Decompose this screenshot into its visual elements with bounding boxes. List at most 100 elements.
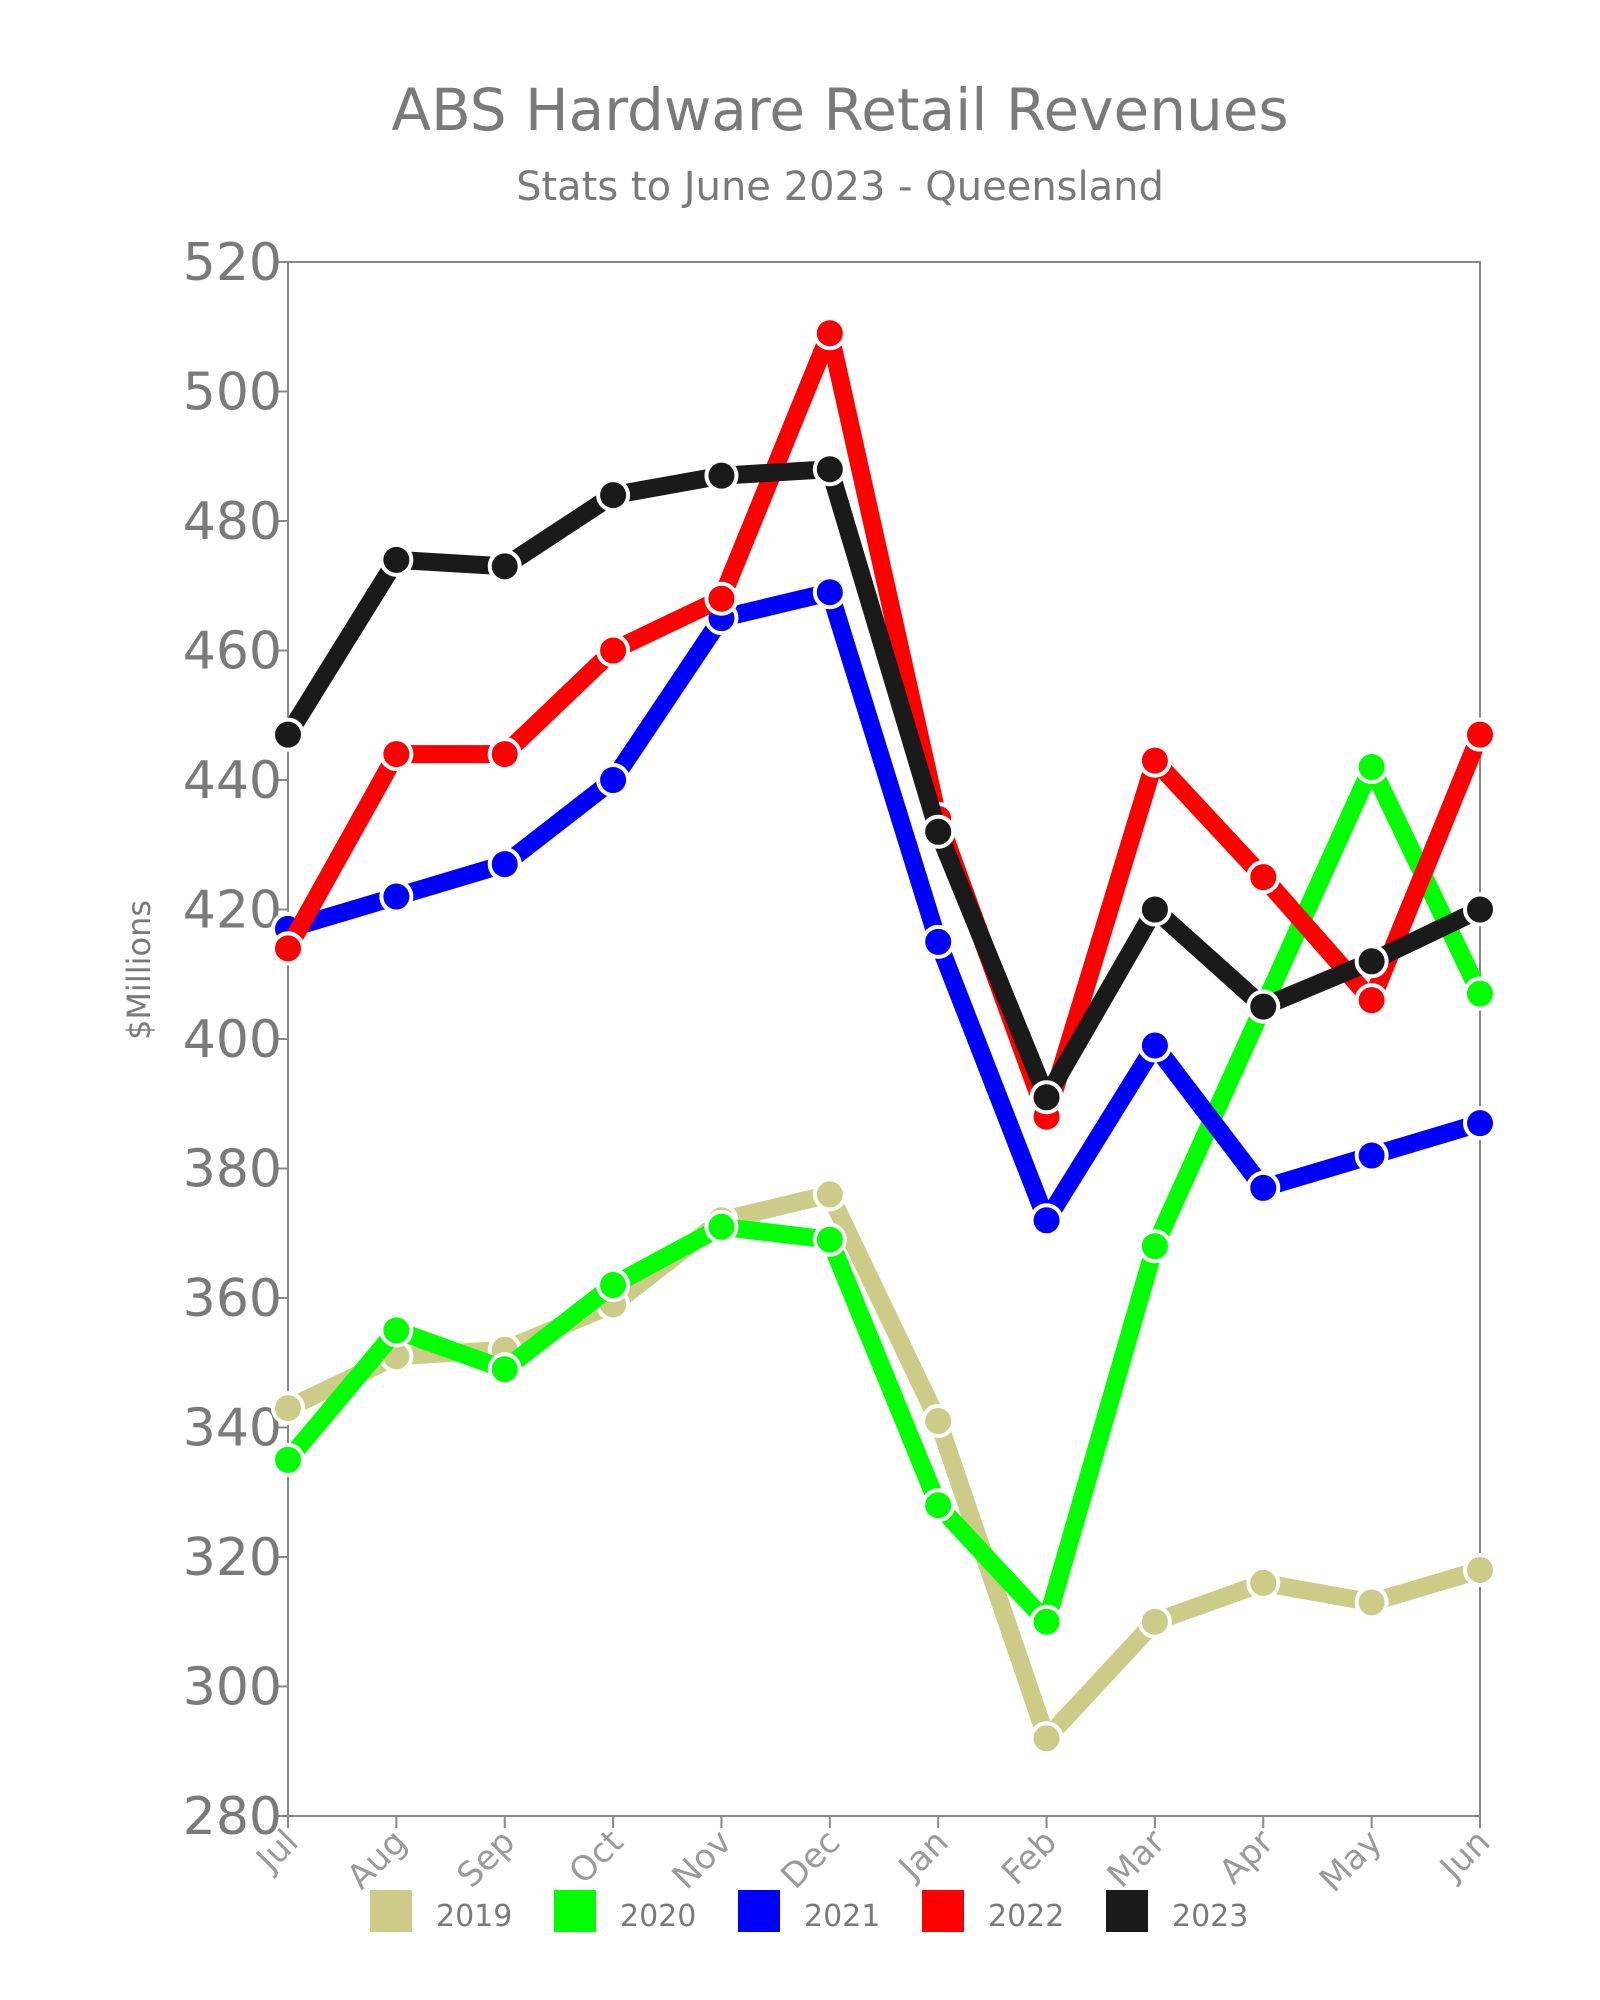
y-axis: 280 300 320 340 360 380 400 420 440 460 480 500 520 <box>183 233 288 1847</box>
x-tick-label: Dec <box>773 1822 848 1897</box>
data-point <box>271 1442 305 1477</box>
x-tick-label: Feb <box>994 1822 1065 1893</box>
data-point <box>1463 892 1497 927</box>
y-tick-label: 440 <box>183 751 282 811</box>
data-point <box>1137 1604 1172 1639</box>
y-tick-label: 460 <box>183 622 282 682</box>
legend-label: 2019 <box>436 1899 512 1934</box>
y-tick-label: 500 <box>183 363 282 423</box>
x-tick-label: May <box>1312 1822 1390 1900</box>
series-line <box>279 460 1489 1107</box>
data-point <box>379 1313 414 1348</box>
data-point <box>271 1391 305 1426</box>
data-point <box>1463 717 1497 752</box>
legend-swatch <box>554 1890 596 1932</box>
data-point <box>596 633 631 668</box>
y-tick-label: 320 <box>183 1528 282 1588</box>
data-point <box>1029 1604 1064 1639</box>
data-point <box>379 737 414 772</box>
data-point <box>812 452 847 487</box>
y-tick-label: 520 <box>183 233 282 293</box>
series-line <box>279 758 1489 1631</box>
x-axis: Jul Aug Sep Oct Nov Dec Jan Feb Mar Apr May Jun <box>248 1816 1498 1900</box>
data-point <box>812 1222 847 1257</box>
legend-swatch <box>1106 1890 1148 1932</box>
data-point <box>1354 1138 1389 1173</box>
data-point <box>1246 1565 1281 1600</box>
data-point <box>1463 976 1497 1011</box>
series-2022 <box>271 316 1497 1134</box>
data-point <box>596 478 631 513</box>
legend-swatch <box>738 1890 780 1932</box>
data-point <box>271 717 305 752</box>
data-point <box>704 458 739 493</box>
data-point <box>596 1268 631 1303</box>
x-tick-label: Jan <box>890 1822 957 1889</box>
y-axis-label: $Millions <box>120 900 158 1040</box>
data-point <box>596 763 631 797</box>
y-tick-label: 380 <box>183 1140 282 1200</box>
data-point <box>487 549 522 584</box>
y-tick-label: 340 <box>183 1399 282 1459</box>
data-point <box>1137 892 1172 927</box>
data-point <box>271 931 305 966</box>
series-line <box>279 324 1489 1126</box>
data-point <box>921 814 956 849</box>
data-point <box>921 1488 956 1523</box>
x-tick-label: Jun <box>1431 1822 1498 1889</box>
data-point <box>1354 1585 1389 1620</box>
legend-label: 2020 <box>620 1899 696 1934</box>
data-point <box>921 1404 956 1439</box>
legend-label: 2022 <box>988 1899 1064 1934</box>
y-tick-label: 300 <box>183 1658 282 1718</box>
data-point <box>1354 944 1389 979</box>
data-point <box>1246 860 1281 895</box>
data-point <box>1029 1203 1064 1238</box>
data-point <box>1463 1106 1497 1141</box>
series-2023 <box>271 452 1497 1115</box>
data-point <box>1354 983 1389 1018</box>
legend-label: 2023 <box>1172 1899 1248 1934</box>
data-point <box>487 847 522 882</box>
legend: 2019 2020 2021 2022 2023 <box>370 1890 1248 1934</box>
data-point <box>487 1352 522 1387</box>
data-point <box>1029 1080 1064 1115</box>
data-point <box>704 1209 739 1244</box>
x-tick-label: Sep <box>449 1822 523 1896</box>
data-point <box>379 542 414 577</box>
legend-label: 2021 <box>804 1899 880 1934</box>
data-point <box>812 1177 847 1212</box>
y-tick-label: 400 <box>183 1010 282 1070</box>
x-tick-label: Apr <box>1212 1822 1282 1892</box>
data-point <box>812 316 847 351</box>
legend-swatch <box>922 1890 964 1932</box>
data-point <box>1246 1170 1281 1205</box>
chart-subtitle: Stats to June 2023 - Queensland <box>516 164 1164 210</box>
legend-swatch <box>370 1890 412 1932</box>
series-line <box>279 1185 1489 1748</box>
x-tick-label: Nov <box>665 1822 740 1897</box>
data-point <box>812 575 847 610</box>
data-point <box>1137 743 1172 778</box>
x-tick-label: Aug <box>339 1822 414 1897</box>
x-tick-label: Oct <box>562 1822 632 1892</box>
data-point <box>704 581 739 616</box>
data-point <box>1463 1552 1497 1587</box>
x-tick-label: Mar <box>1100 1822 1174 1896</box>
data-point <box>379 879 414 914</box>
chart-title: ABS Hardware Retail Revenues <box>391 76 1288 144</box>
data-point <box>1246 989 1281 1024</box>
series-2019 <box>271 1177 1497 1756</box>
data-point <box>1029 1721 1064 1756</box>
y-tick-label: 360 <box>183 1269 282 1329</box>
y-tick-label: 420 <box>183 881 282 941</box>
data-point <box>1137 1028 1172 1063</box>
y-tick-label: 480 <box>183 492 282 552</box>
data-point <box>487 737 522 772</box>
series-line <box>279 583 1489 1230</box>
data-point <box>1137 1229 1172 1264</box>
y-tick-label: 280 <box>183 1787 282 1847</box>
data-point <box>921 924 956 959</box>
series-layer <box>271 316 1497 1756</box>
